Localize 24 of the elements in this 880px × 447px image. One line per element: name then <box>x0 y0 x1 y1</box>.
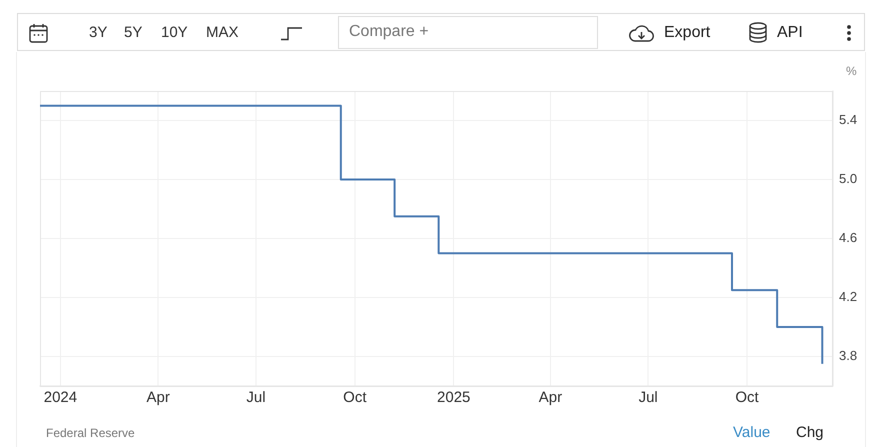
x-tick-label: Jul <box>638 389 658 406</box>
y-axis-title: % <box>846 64 857 78</box>
y-tick-label: 5.4 <box>839 112 858 128</box>
text: Value <box>733 424 770 442</box>
y-tick-label: 5.0 <box>839 171 858 186</box>
text: 5Y <box>124 24 142 42</box>
text: 10Y <box>161 24 188 42</box>
x-tick-label: Oct <box>735 389 760 406</box>
text: MAX <box>206 24 239 42</box>
text: Federal Reserve <box>46 426 135 440</box>
x-tick-label: Apr <box>146 389 170 406</box>
y-tick-label: 3.8 <box>839 348 858 364</box>
x-tick-label: 2025 <box>437 389 470 406</box>
text: 3Y <box>89 24 108 42</box>
x-tick-label: Oct <box>343 389 368 406</box>
x-tick-label: Jul <box>246 389 266 406</box>
text: API <box>777 23 803 42</box>
text: Compare + <box>349 22 429 41</box>
text: Chg <box>796 424 824 442</box>
x-tick-label: 2024 <box>44 389 78 406</box>
y-tick-label: 4.2 <box>839 289 858 304</box>
y-tick-label: 4.6 <box>839 230 858 246</box>
x-tick-label: Apr <box>538 389 562 406</box>
text: Export <box>664 23 710 42</box>
